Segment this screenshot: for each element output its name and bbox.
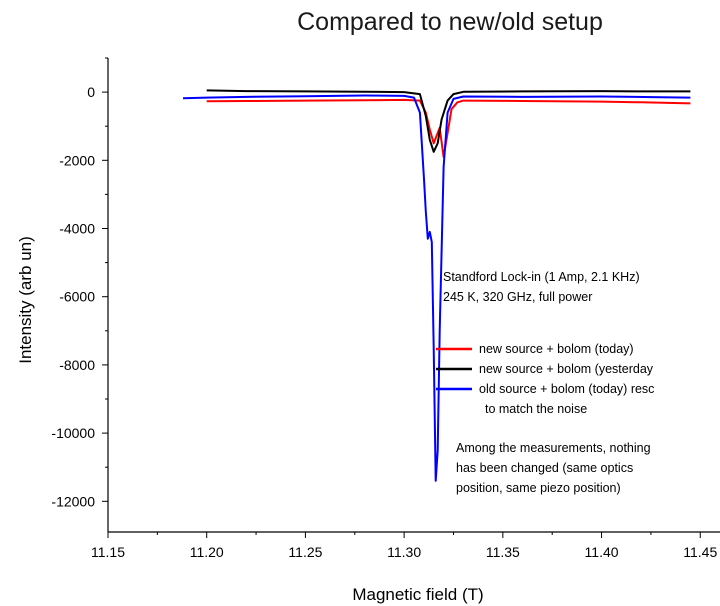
legend: new source + bolom (today) new source + b…	[436, 342, 654, 416]
y-tick-label: -4000	[59, 221, 95, 237]
x-tick-label: 11.20	[190, 544, 224, 560]
x-tick-label: 11.45	[683, 544, 717, 560]
series-layer	[182, 89, 691, 482]
y-tick-label: -8000	[59, 357, 95, 373]
note-annotation-line1: Among the measurements, nothing	[456, 441, 651, 455]
x-tick-label: 11.15	[91, 544, 125, 560]
x-tick-label: 11.30	[387, 544, 421, 560]
series-line-3	[182, 94, 691, 482]
y-axis-title: Intensity (arb un)	[16, 236, 35, 364]
y-tick-label: -2000	[59, 152, 95, 168]
series-line-2	[206, 89, 691, 153]
note-annotation-line2: has been changed (same optics	[456, 461, 633, 475]
legend-label-3-continued: to match the noise	[485, 402, 587, 416]
axes: 11.15 11.20 11.25 11.30 11.35 11.40 11.45 0 -200…	[51, 57, 720, 560]
slide-title: Compared to new/old setup	[297, 8, 603, 36]
series-line-1	[206, 98, 691, 158]
legend-label-2: new source + bolom (yesterday	[479, 362, 654, 376]
note-annotation-line3: position, same piezo position)	[456, 481, 621, 495]
y-tick-label: -10000	[51, 425, 95, 441]
y-tick-label: 0	[87, 84, 95, 100]
legend-label-3: old source + bolom (today) resc	[479, 382, 654, 396]
x-tick-label: 11.40	[585, 544, 619, 560]
setup-annotation-line1: Standford Lock-in (1 Amp, 2.1 KHz)	[443, 270, 640, 284]
legend-label-1: new source + bolom (today)	[479, 342, 634, 356]
x-axis-title: Magnetic field (T)	[352, 585, 483, 604]
x-tick-label: 11.25	[288, 544, 322, 560]
y-tick-label: -6000	[59, 289, 95, 305]
x-tick-label: 11.35	[486, 544, 520, 560]
setup-annotation-line2: 245 K, 320 GHz, full power	[443, 290, 592, 304]
y-tick-label: -12000	[51, 493, 95, 509]
